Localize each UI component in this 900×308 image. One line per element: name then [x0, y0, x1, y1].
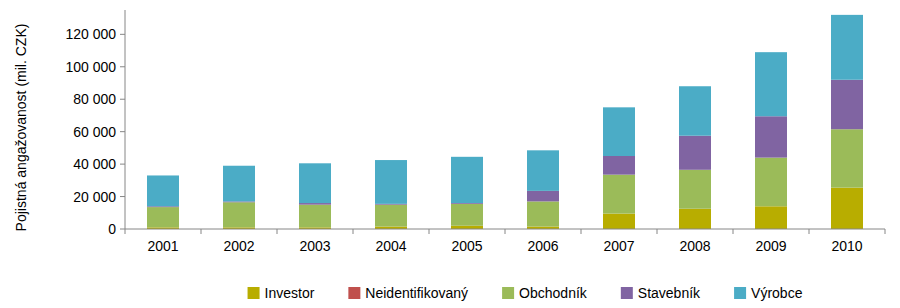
legend-swatch [734, 287, 746, 299]
x-tick-label: 2006 [527, 238, 558, 254]
bar-segment [831, 15, 863, 80]
legend-swatch [348, 287, 360, 299]
legend-label: Obchodník [519, 285, 588, 301]
bar-segment [147, 207, 179, 227]
bar-segment [679, 209, 711, 229]
bar-segment [451, 157, 483, 203]
legend-swatch [248, 287, 260, 299]
y-tick-label: 60 000 [73, 124, 116, 140]
x-tick-divider [809, 229, 810, 234]
chart: 0 20 000 40 000 60 000 80 000 100 000 120 000 2… [0, 0, 900, 308]
bar-segment [831, 129, 863, 187]
bars [147, 15, 863, 229]
bar-segment [375, 160, 407, 204]
x-tick-label: 2007 [603, 238, 634, 254]
y-tick-label: 80 000 [73, 91, 116, 107]
y-tick-label: 40 000 [73, 156, 116, 172]
x-tick-divider [277, 229, 278, 234]
bar-segment [451, 204, 483, 226]
y-tick-label: 100 000 [65, 59, 116, 75]
bar-segment [755, 158, 787, 207]
bar-segment [755, 116, 787, 157]
x-tick-divider [353, 229, 354, 234]
y-tick [120, 229, 125, 230]
bar-segment [299, 203, 331, 205]
bar-segment [223, 166, 255, 202]
x-tick-label: 2001 [147, 238, 178, 254]
x-tick-label: 2004 [375, 238, 406, 254]
bar-segment [603, 156, 635, 175]
x-tick-divider [201, 229, 202, 234]
x-tick-label: 2009 [755, 238, 786, 254]
x-tick-label: 2002 [223, 238, 254, 254]
bar-segment [223, 202, 255, 227]
y-tick [120, 196, 125, 197]
bar-segment [831, 80, 863, 129]
bar-segment [755, 52, 787, 116]
bar-segment [375, 205, 407, 227]
bar-segment [299, 163, 331, 203]
legend-label: Neidentifikovaný [365, 285, 468, 301]
y-tick-label: 20 000 [73, 189, 116, 205]
bar-segment [527, 150, 559, 191]
x-tick-divider [885, 229, 886, 234]
y-axis-label: Pojistná angažovanost (mil. CZK) [13, 24, 29, 232]
bar-segment [755, 206, 787, 229]
y-tick [120, 164, 125, 165]
x-tick-label: 2005 [451, 238, 482, 254]
x-tick-divider [733, 229, 734, 234]
x-tick-label: 2010 [831, 238, 862, 254]
y-tick-label: 0 [108, 221, 116, 237]
x-tick-divider [125, 229, 126, 234]
bar-segment [527, 191, 559, 202]
bar-segment [527, 201, 559, 226]
legend-label: Výrobce [751, 285, 803, 301]
bar-segment [831, 188, 863, 229]
x-tick-divider [429, 229, 430, 234]
x-tick-divider [657, 229, 658, 234]
bar-segment [603, 107, 635, 156]
y-tick [120, 34, 125, 35]
y-tick [120, 131, 125, 132]
bar-segment [603, 214, 635, 229]
bar-segment [299, 205, 331, 228]
x-tick-label: 2003 [299, 238, 330, 254]
legend-swatch [621, 287, 633, 299]
bar-segment [147, 175, 179, 206]
legend-swatch [502, 287, 514, 299]
bar-segment [679, 136, 711, 170]
y-tick-label: 120 000 [65, 26, 116, 42]
x-tick-label: 2008 [679, 238, 710, 254]
legend: Investor Neidentifikovaný Obchodník Stavebn… [248, 285, 803, 301]
bar-segment [679, 170, 711, 209]
bar-segment [603, 175, 635, 214]
y-tick [120, 66, 125, 67]
x-tick-divider [581, 229, 582, 234]
x-tick-divider [505, 229, 506, 234]
legend-label: Investor [265, 285, 315, 301]
legend-label: Stavebník [638, 285, 701, 301]
bar-segment [679, 86, 711, 135]
y-tick [120, 99, 125, 100]
